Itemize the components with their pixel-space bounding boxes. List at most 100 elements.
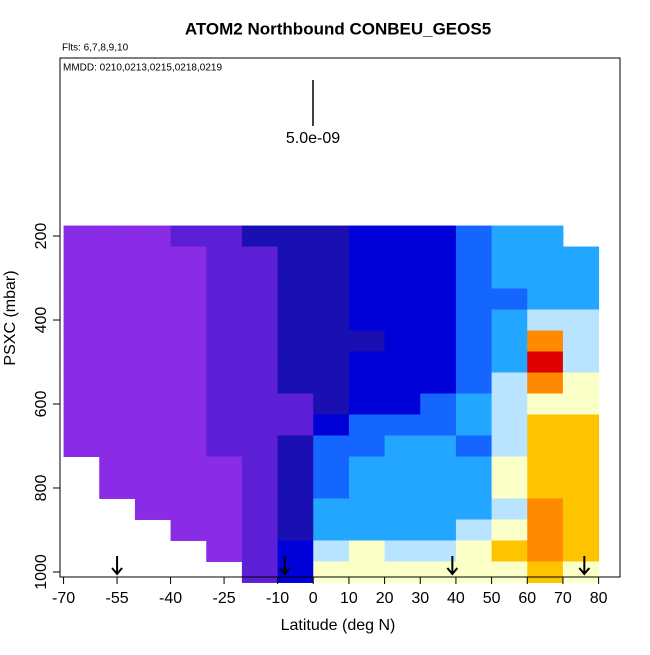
heat-cell	[527, 330, 564, 353]
heat-cell	[170, 372, 207, 395]
heat-cell	[491, 246, 528, 269]
heat-cell	[384, 414, 421, 436]
heat-cell	[241, 372, 279, 395]
heat-cell	[491, 372, 528, 395]
heat-cell	[348, 519, 386, 541]
heat-cell	[63, 435, 100, 457]
chart-title: ATOM2 Northbound CONBEU_GEOS5	[185, 19, 491, 38]
heat-cell	[420, 561, 457, 583]
heat-cell	[348, 414, 386, 436]
heat-cell	[241, 393, 279, 415]
heat-cell	[241, 519, 279, 541]
heat-cell	[348, 351, 386, 374]
heat-cell	[241, 330, 279, 353]
heat-cell	[313, 414, 350, 436]
heat-cell	[206, 540, 243, 562]
heat-cell	[527, 498, 564, 520]
heat-cell	[170, 267, 207, 290]
heat-cell	[277, 351, 314, 374]
heat-cell	[348, 477, 386, 499]
heat-cell	[313, 372, 350, 395]
heat-cell	[420, 225, 457, 248]
heat-cell	[206, 393, 243, 415]
heat-cell	[206, 498, 243, 520]
x-tick-label: 40	[447, 590, 465, 607]
heat-cell	[420, 519, 457, 541]
heat-cell	[313, 477, 350, 499]
heat-cell	[562, 561, 600, 583]
heat-cell	[134, 435, 172, 457]
heat-cell	[491, 393, 528, 415]
heat-cell	[491, 267, 528, 290]
heat-cell	[562, 435, 600, 457]
heat-cell	[491, 309, 528, 332]
heat-cell	[99, 330, 136, 353]
heat-cell	[241, 456, 279, 478]
x-tick-label: 20	[376, 590, 394, 607]
heat-cell	[241, 288, 279, 311]
heat-cell	[491, 414, 528, 436]
heat-cell	[206, 351, 243, 374]
x-tick-label: -40	[159, 590, 182, 607]
heat-cell	[455, 498, 493, 520]
heat-cell	[134, 309, 172, 332]
heat-cell	[420, 498, 457, 520]
heat-cell	[491, 351, 528, 374]
heat-cell	[99, 267, 136, 290]
heat-cell	[562, 414, 600, 436]
subtitle: Flts: 6,7,8,9,10	[62, 43, 129, 54]
heat-cell	[455, 414, 493, 436]
heat-cell	[527, 477, 564, 499]
heat-cell	[134, 393, 172, 415]
heat-cell	[277, 309, 314, 332]
heat-cell	[134, 414, 172, 436]
heat-cell	[348, 498, 386, 520]
heat-cell	[134, 498, 172, 520]
x-tick-label: -70	[52, 590, 75, 607]
heat-cell	[420, 309, 457, 332]
heat-cell	[170, 456, 207, 478]
heat-cell	[170, 246, 207, 269]
heat-cell	[455, 288, 493, 311]
heat-cell	[99, 477, 136, 499]
heat-cell	[99, 456, 136, 478]
heat-cell	[562, 540, 600, 562]
heat-cell	[384, 393, 421, 415]
heat-cell	[206, 246, 243, 269]
heat-cell	[455, 435, 493, 457]
heat-cell	[384, 519, 421, 541]
heat-cell	[313, 267, 350, 290]
heat-cell	[63, 288, 100, 311]
heat-cell	[562, 519, 600, 541]
heat-cell	[348, 225, 386, 248]
heat-cell	[134, 351, 172, 374]
x-tick-label: 0	[309, 590, 318, 607]
heat-cell	[63, 393, 100, 415]
heat-cell	[206, 519, 243, 541]
x-axis-label: Latitude (deg N)	[281, 617, 396, 634]
heat-cell	[455, 330, 493, 353]
heat-cell	[527, 414, 564, 436]
heat-cell	[134, 225, 172, 248]
heat-cell	[241, 435, 279, 457]
heat-cell	[313, 435, 350, 457]
heat-cell	[170, 498, 207, 520]
heat-cell	[277, 372, 314, 395]
heat-cell	[348, 288, 386, 311]
heat-cell	[527, 456, 564, 478]
heat-cell	[455, 372, 493, 395]
heat-cell	[562, 246, 600, 269]
y-tick-label: 200	[33, 223, 50, 250]
heat-cell	[420, 477, 457, 499]
heat-cell	[455, 351, 493, 374]
heat-cell	[313, 351, 350, 374]
heat-cell	[313, 246, 350, 269]
heat-cell	[527, 372, 564, 395]
heat-cell	[313, 393, 350, 415]
heat-cell	[420, 372, 457, 395]
annotation: MMDD: 0210,0213,0215,0218,0219	[63, 63, 222, 74]
heat-cell	[170, 288, 207, 311]
y-tick-label: 600	[33, 391, 50, 418]
heat-cell	[527, 225, 564, 248]
